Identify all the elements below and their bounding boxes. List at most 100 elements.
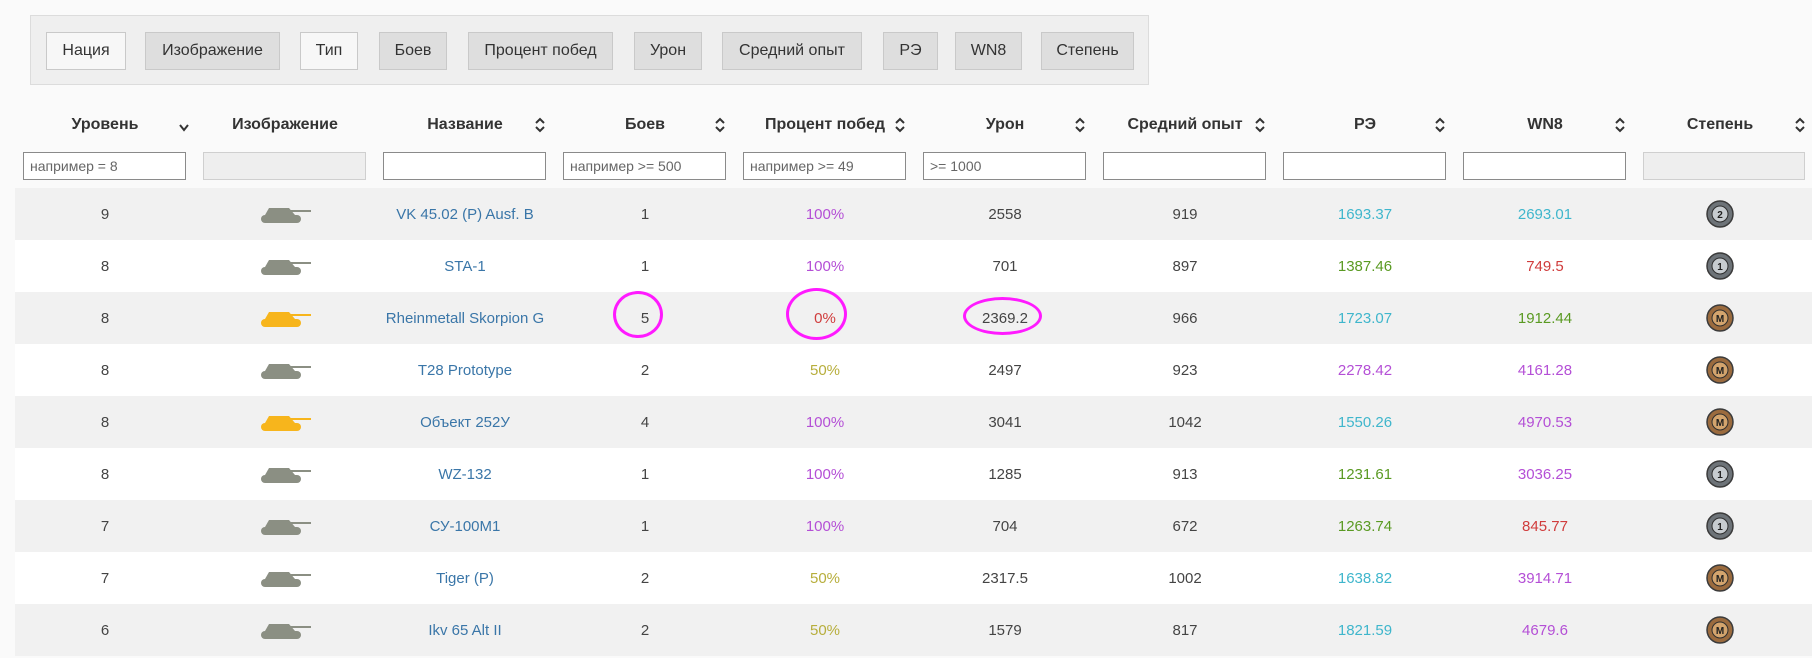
table-header: Уровень Изображение Название Боев Процен… bbox=[15, 102, 1812, 148]
tank-icon bbox=[261, 624, 311, 639]
level-cell: 8 bbox=[100, 257, 110, 275]
sort-both-icon[interactable] bbox=[535, 117, 545, 133]
filter-winrate-input[interactable] bbox=[743, 152, 906, 180]
sort-both-icon[interactable] bbox=[1435, 117, 1445, 133]
toggle-image-button[interactable]: Изображение bbox=[145, 32, 280, 70]
header-avg-xp[interactable]: Средний опыт bbox=[1095, 102, 1275, 148]
level-cell: 6 bbox=[100, 621, 110, 639]
image-cell bbox=[195, 344, 375, 396]
damage-cell: 2369.2 bbox=[982, 309, 1028, 327]
toggle-winrate-button[interactable]: Процент побед bbox=[468, 32, 613, 70]
toggle-type-button[interactable]: Тип bbox=[300, 32, 358, 70]
svg-text:M: M bbox=[1716, 418, 1724, 429]
header-winrate-label: Процент побед bbox=[764, 116, 886, 133]
header-level[interactable]: Уровень bbox=[15, 102, 195, 148]
header-battles[interactable]: Боев bbox=[555, 102, 735, 148]
avg-xp-cell: 923 bbox=[1172, 361, 1198, 379]
svg-text:M: M bbox=[1716, 366, 1724, 377]
tank-name-link[interactable]: T28 Prototype bbox=[417, 361, 513, 379]
mastery-badge-icon: M bbox=[1706, 304, 1734, 332]
sort-desc-icon[interactable] bbox=[179, 120, 189, 136]
mastery-cell: 1 bbox=[1635, 448, 1805, 500]
header-wn8[interactable]: WN8 bbox=[1455, 102, 1635, 148]
sort-both-icon[interactable] bbox=[1615, 117, 1625, 133]
damage-cell: 2558 bbox=[988, 205, 1022, 223]
header-winrate[interactable]: Процент побед bbox=[735, 102, 915, 148]
image-cell bbox=[195, 240, 375, 292]
avg-xp-cell: 672 bbox=[1172, 517, 1198, 535]
tank-name-link[interactable]: STA-1 bbox=[444, 257, 486, 275]
sort-both-icon[interactable] bbox=[1075, 117, 1085, 133]
re-cell: 1693.37 bbox=[1337, 205, 1393, 223]
tank-name-link[interactable]: Ikv 65 Alt II bbox=[428, 621, 502, 639]
toggle-battles-button[interactable]: Боев bbox=[379, 32, 447, 70]
header-name-label: Название bbox=[427, 116, 503, 133]
level-cell: 8 bbox=[100, 413, 110, 431]
header-mastery[interactable]: Степень bbox=[1635, 102, 1805, 148]
image-cell bbox=[195, 604, 375, 656]
re-cell: 1723.07 bbox=[1337, 309, 1393, 327]
header-re[interactable]: РЭ bbox=[1275, 102, 1455, 148]
re-cell: 1638.82 bbox=[1337, 569, 1393, 587]
sort-both-icon[interactable] bbox=[1255, 117, 1265, 133]
svg-text:1: 1 bbox=[1717, 262, 1723, 273]
winrate-cell: 100% bbox=[805, 205, 845, 223]
sort-both-icon[interactable] bbox=[1795, 117, 1805, 133]
toggle-re-button[interactable]: РЭ bbox=[883, 32, 938, 70]
tank-icon bbox=[261, 260, 311, 275]
filter-name-input[interactable] bbox=[383, 152, 546, 180]
tank-name-link[interactable]: Rheinmetall Skorpion G bbox=[385, 309, 545, 327]
wn8-cell: 3036.25 bbox=[1517, 465, 1573, 483]
svg-text:1: 1 bbox=[1717, 522, 1723, 533]
table-body: 9 VK 45.02 (P) Ausf. B 1 100% 2558 919 1693.37… bbox=[15, 188, 1812, 656]
tank-icon bbox=[261, 312, 311, 327]
sort-both-icon[interactable] bbox=[895, 117, 905, 133]
table-row: 8 Rheinmetall Skorpion G 5 0% 2369.2 966 1723.… bbox=[15, 292, 1812, 344]
mastery-cell: 1 bbox=[1635, 240, 1805, 292]
wn8-cell: 4679.6 bbox=[1522, 621, 1568, 639]
header-image: Изображение bbox=[195, 102, 375, 148]
avg-xp-cell: 897 bbox=[1172, 257, 1198, 275]
tank-icon bbox=[261, 208, 311, 223]
winrate-cell: 50% bbox=[809, 361, 841, 379]
avg-xp-cell: 1042 bbox=[1168, 413, 1202, 431]
tank-name-link[interactable]: VK 45.02 (P) Ausf. B bbox=[396, 205, 534, 223]
filter-avg-xp-input[interactable] bbox=[1103, 152, 1266, 180]
tank-name-link[interactable]: WZ-132 bbox=[438, 465, 492, 483]
avg-xp-cell: 817 bbox=[1172, 621, 1198, 639]
tank-name-link[interactable]: СУ-100М1 bbox=[429, 517, 501, 535]
toggle-wn8-button[interactable]: WN8 bbox=[955, 32, 1022, 70]
damage-cell: 1579 bbox=[988, 621, 1022, 639]
mastery-badge-icon: M bbox=[1706, 564, 1734, 592]
toggle-nation-button[interactable]: Нация bbox=[46, 32, 126, 70]
header-name[interactable]: Название bbox=[375, 102, 555, 148]
re-cell: 1263.74 bbox=[1337, 517, 1393, 535]
mastery-cell: 1 bbox=[1635, 500, 1805, 552]
battles-cell: 2 bbox=[640, 361, 650, 379]
mastery-badge-icon: 1 bbox=[1706, 512, 1734, 540]
filter-re-input[interactable] bbox=[1283, 152, 1446, 180]
toggle-damage-button[interactable]: Урон bbox=[634, 32, 702, 70]
sort-both-icon[interactable] bbox=[715, 117, 725, 133]
table-row: 6 Ikv 65 Alt II 2 50% 1579 817 1821.59 4679.6 M bbox=[15, 604, 1812, 656]
battles-cell: 1 bbox=[640, 205, 650, 223]
re-cell: 1821.59 bbox=[1337, 621, 1393, 639]
winrate-cell: 100% bbox=[805, 517, 845, 535]
toggle-mastery-button[interactable]: Степень bbox=[1041, 32, 1134, 70]
mastery-cell: M bbox=[1635, 344, 1805, 396]
winrate-cell: 100% bbox=[805, 465, 845, 483]
filter-wn8-input[interactable] bbox=[1463, 152, 1626, 180]
damage-cell: 1285 bbox=[988, 465, 1022, 483]
svg-text:2: 2 bbox=[1717, 210, 1723, 221]
filter-level-input[interactable] bbox=[23, 152, 186, 180]
toggle-avg-xp-button[interactable]: Средний опыт bbox=[722, 32, 862, 70]
filter-damage-input[interactable] bbox=[923, 152, 1086, 180]
header-battles-label: Боев bbox=[624, 116, 665, 133]
header-damage-label: Урон bbox=[985, 116, 1025, 133]
column-toggle-bar: Нация Изображение Тип Боев Процент побед… bbox=[30, 15, 1149, 85]
header-damage[interactable]: Урон bbox=[915, 102, 1095, 148]
tank-name-link[interactable]: Tiger (P) bbox=[436, 569, 494, 587]
tank-name-link[interactable]: Объект 252У bbox=[420, 413, 510, 431]
filter-battles-input[interactable] bbox=[563, 152, 726, 180]
re-cell: 2278.42 bbox=[1337, 361, 1393, 379]
